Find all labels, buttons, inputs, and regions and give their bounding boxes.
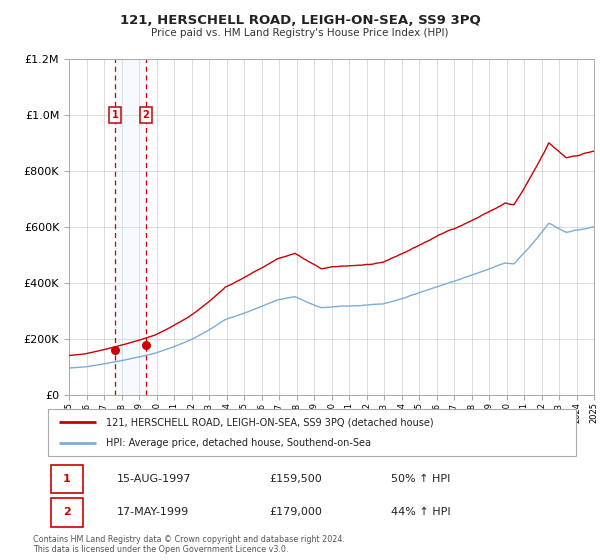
Text: Price paid vs. HM Land Registry's House Price Index (HPI): Price paid vs. HM Land Registry's House … xyxy=(151,28,449,38)
Text: £179,000: £179,000 xyxy=(270,507,323,517)
FancyBboxPatch shape xyxy=(48,409,576,456)
FancyBboxPatch shape xyxy=(50,465,83,493)
Text: 44% ↑ HPI: 44% ↑ HPI xyxy=(391,507,451,517)
Text: 17-MAY-1999: 17-MAY-1999 xyxy=(116,507,189,517)
Text: 2: 2 xyxy=(142,110,149,120)
Text: 121, HERSCHELL ROAD, LEIGH-ON-SEA, SS9 3PQ (detached house): 121, HERSCHELL ROAD, LEIGH-ON-SEA, SS9 3… xyxy=(106,417,434,427)
Text: HPI: Average price, detached house, Southend-on-Sea: HPI: Average price, detached house, Sout… xyxy=(106,438,371,448)
Text: 2: 2 xyxy=(63,507,71,517)
FancyBboxPatch shape xyxy=(50,498,83,526)
Bar xyxy=(115,59,146,395)
Text: 15-AUG-1997: 15-AUG-1997 xyxy=(116,474,191,484)
Text: This data is licensed under the Open Government Licence v3.0.: This data is licensed under the Open Gov… xyxy=(33,545,289,554)
Text: 50% ↑ HPI: 50% ↑ HPI xyxy=(391,474,451,484)
Text: 121, HERSCHELL ROAD, LEIGH-ON-SEA, SS9 3PQ: 121, HERSCHELL ROAD, LEIGH-ON-SEA, SS9 3… xyxy=(119,14,481,27)
Text: Contains HM Land Registry data © Crown copyright and database right 2024.: Contains HM Land Registry data © Crown c… xyxy=(33,534,345,544)
Text: 1: 1 xyxy=(63,474,71,484)
Text: £159,500: £159,500 xyxy=(270,474,323,484)
Text: 1: 1 xyxy=(112,110,118,120)
